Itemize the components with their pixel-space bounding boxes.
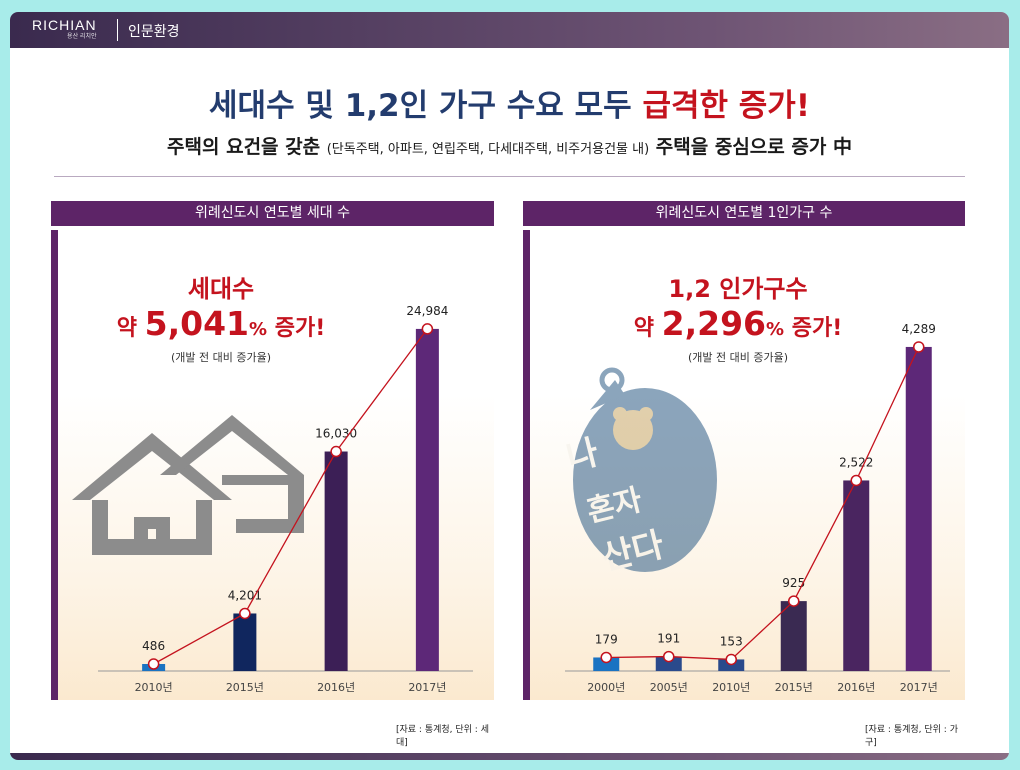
brand-logo: RICHIAN 용산 리치안 [32,17,97,41]
single-households-panel: 위례신도시 연도별 1인가구 수 나 혼자 산다 2000년 179 2005년 19… [523,201,965,748]
stamp-badge: 나 혼자 산다 [563,367,717,579]
house-icon [72,415,304,555]
subline-detail: (단독주택, 아파트, 연립주택, 다세대주택, 비주거용건물 내) [326,142,650,157]
slide: RICHIAN 용산 리치안 인문환경 세대수 및 1,2인 가구 수요 모두 … [10,12,1009,760]
x-tick-label: 2010년 [712,681,750,694]
single-households-callout-pct: % [766,319,785,340]
subline-lead: 주택의 요건을 갖춘 [167,136,321,158]
single-households-callout: 1,2 인가구수 약 2,296% 증가! (개발 전 대비 증가율) [598,269,878,365]
trend-point [663,650,675,663]
single-households-chart: 나 혼자 산다 2000년 179 2005년 191 2010년 153 2015년 925… [563,322,950,694]
trend-line [606,346,920,661]
bar-2000년 [593,657,620,671]
subline-tail: 주택을 중심으로 증가 中 [655,136,852,158]
bar-2015년 [780,601,807,671]
single-households-callout-line: 약 2,296% 증가! [598,304,878,343]
x-tick-label: 2000년 [587,681,625,694]
bar-2005년 [655,656,682,671]
trend-point [239,607,251,620]
logo-subtext: 용산 리치안 [67,33,97,40]
data-label: 191 [657,632,680,646]
bar-2015년 [233,613,257,671]
households-callout-prefix: 약 [116,316,137,341]
households-callout-pct: % [249,319,268,340]
households-panel: 위례신도시 연도별 세대 수 2010년 486 2015년 4,201 2016년 16… [51,201,494,748]
x-tick-label: 2005년 [650,681,688,694]
trend-point [147,658,160,670]
data-label: 486 [142,639,165,653]
header-bar: RICHIAN 용산 리치안 인문환경 [10,12,1009,48]
data-label: 16,030 [315,427,357,441]
households-callout: 세대수 약 5,041% 증가! (개발 전 대비 증가율) [91,269,351,365]
bar-2017년 [905,346,932,671]
households-callout-note: (개발 전 대비 증가율) [170,351,272,364]
footer-bar [10,753,1009,760]
trend-point [788,595,800,607]
data-label: 24,984 [406,304,448,318]
divider-line [54,176,965,177]
x-tick-label: 2015년 [226,681,264,694]
page-subline: 주택의 요건을 갖춘 (단독주택, 아파트, 연립주택, 다세대주택, 비주거용… [10,132,1009,159]
households-chart: 2010년 486 2015년 4,201 2016년 16,030 2017년 24,984 [72,304,473,694]
single-households-panel-title: 위례신도시 연도별 1인가구 수 [523,201,965,226]
households-chart-area: 2010년 486 2015년 4,201 2016년 16,030 2017년 24,984 [51,230,494,700]
households-panel-title: 위례신도시 연도별 세대 수 [51,201,494,226]
bar-2010년 [718,659,745,671]
data-label: 153 [720,634,743,648]
bar-2016년 [843,480,870,671]
data-label: 2,522 [839,455,873,469]
single-households-callout-suffix: 증가! [791,316,843,341]
section-title: 인문환경 [128,24,180,40]
x-tick-label: 2016년 [837,681,875,694]
households-callout-value: 5,041 [144,304,250,343]
x-tick-label: 2017년 [900,681,938,694]
trend-point [850,474,862,487]
bar-2017년 [415,328,439,671]
header-divider [117,19,118,41]
households-source: [자료 : 통계청, 단위 : 세대] [396,725,489,748]
page-headline: 세대수 및 1,2인 가구 수요 모두 급격한 증가! [10,80,1009,125]
bar-2016년 [324,451,348,671]
headline-main: 세대수 및 1,2인 가구 수요 모두 [209,88,632,124]
logo-text: RICHIAN [32,17,97,33]
trend-point [421,323,434,335]
data-label: 925 [782,576,805,590]
data-label: 179 [595,632,618,646]
single-households-callout-note: (개발 전 대비 증가율) [687,351,789,364]
trend-point [330,445,342,458]
x-tick-label: 2015년 [775,681,813,694]
single-households-callout-prefix: 약 [633,316,654,341]
x-tick-label: 2017년 [408,681,446,694]
data-label: 4,201 [228,588,262,602]
trend-point [725,653,737,666]
households-callout-line: 약 5,041% 증가! [91,304,351,343]
single-households-callout-value: 2,296 [661,304,767,343]
x-tick-label: 2016년 [317,681,355,694]
trend-point [913,341,925,353]
headline-emphasis: 급격한 증가! [642,88,810,124]
households-callout-title: 세대수 [187,275,255,303]
single-households-chart-area: 나 혼자 산다 2000년 179 2005년 191 2010년 153 2015년 925… [523,230,965,700]
single-households-callout-title: 1,2 인가구수 [668,275,808,303]
data-label: 4,289 [902,322,936,336]
households-callout-suffix: 증가! [274,316,326,341]
single-households-source: [자료 : 통계청, 단위 : 가구] [865,725,958,748]
trend-point [600,651,612,664]
x-tick-label: 2010년 [135,681,173,694]
trend-line [153,328,428,665]
